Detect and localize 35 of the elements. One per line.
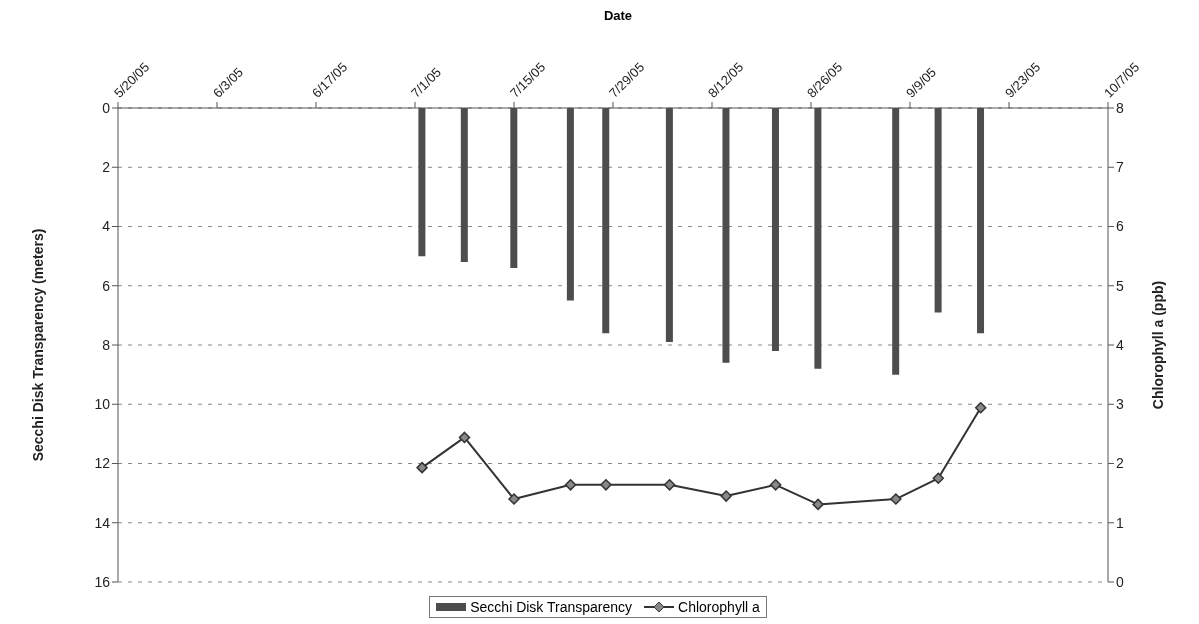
legend-label: Chlorophyll a [678,599,760,615]
y-tick-label: 6 [102,277,111,294]
y2-tick-label: 5 [1116,277,1124,294]
x-axis-title: Date [602,8,634,25]
point [890,493,902,505]
y-tick-label: 16 [94,573,111,590]
y2-tick-label: 0 [1116,573,1124,590]
y-tick-label: 12 [94,455,111,472]
y-axis-title: Secchi Disk Transparency (meters) [29,228,46,462]
point [663,479,676,491]
y2-tick-label: 3 [1116,396,1124,413]
y-tick-label: 14 [94,514,111,531]
y2-tick-label: 6 [1116,218,1124,235]
point [564,479,577,491]
point [932,472,945,485]
y-tick-label: 2 [102,159,111,176]
y-tick-label: 8 [102,336,111,353]
point [769,479,782,491]
y2-tick-label: 2 [1116,455,1124,472]
point [416,461,428,474]
y2-tick-label: 7 [1116,159,1124,176]
point [508,493,520,505]
point [812,498,824,511]
y-tick-label: 4 [102,218,111,235]
y2-tick-label: 8 [1116,99,1124,116]
point [458,431,471,444]
y2-axis-title: Chlorophyll a (ppb) [1149,280,1166,410]
point [974,402,987,414]
y-tick-label: 0 [102,99,111,116]
legend-label: Secchi Disk Transparency [470,599,633,615]
y-tick-label: 10 [94,396,111,413]
point [720,490,732,502]
point [600,479,612,491]
y2-tick-label: 4 [1116,336,1124,353]
y2-tick-label: 1 [1116,514,1124,531]
